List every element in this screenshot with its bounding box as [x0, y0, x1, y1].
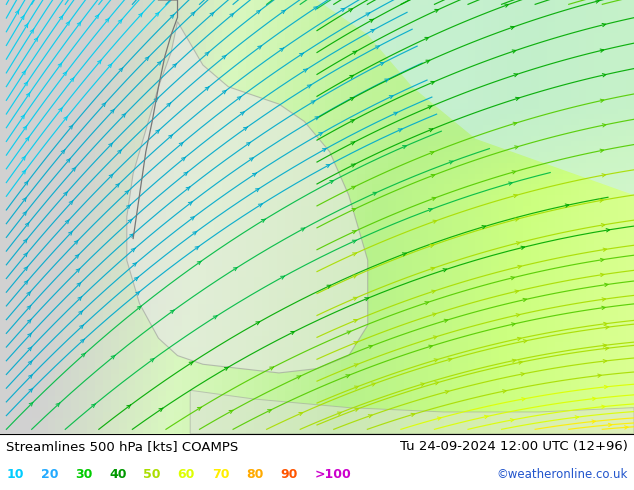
Text: 20: 20 [41, 468, 58, 481]
Text: 80: 80 [246, 468, 263, 481]
Text: 50: 50 [143, 468, 161, 481]
Polygon shape [127, 22, 368, 373]
Text: 60: 60 [178, 468, 195, 481]
Text: 70: 70 [212, 468, 230, 481]
Text: 40: 40 [109, 468, 127, 481]
Text: ©weatheronline.co.uk: ©weatheronline.co.uk [496, 468, 628, 481]
Text: 10: 10 [6, 468, 24, 481]
Text: Streamlines 500 hPa [kts] COAMPS: Streamlines 500 hPa [kts] COAMPS [6, 440, 238, 453]
Text: Tu 24-09-2024 12:00 UTC (12+96): Tu 24-09-2024 12:00 UTC (12+96) [400, 440, 628, 453]
Text: >100: >100 [314, 468, 351, 481]
Polygon shape [190, 390, 634, 434]
Text: 90: 90 [280, 468, 297, 481]
Polygon shape [317, 0, 634, 195]
Text: 30: 30 [75, 468, 92, 481]
